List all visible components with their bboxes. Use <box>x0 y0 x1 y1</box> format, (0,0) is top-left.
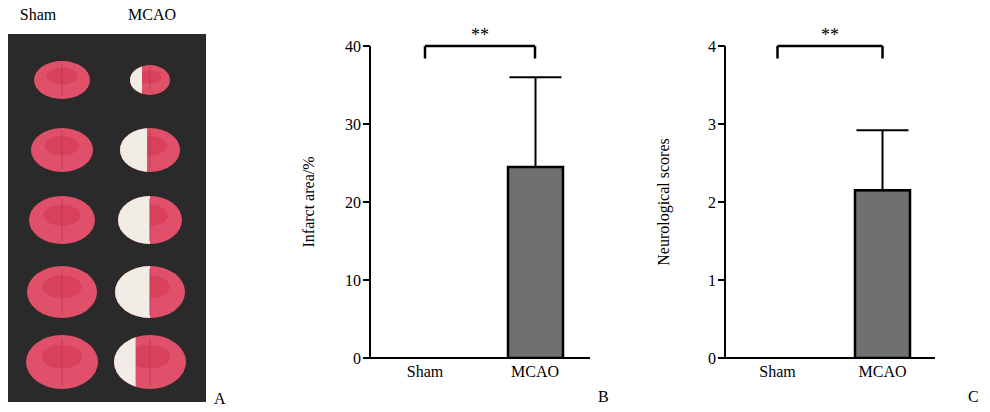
svg-text:MCAO: MCAO <box>858 363 906 380</box>
svg-text:MCAO: MCAO <box>511 363 559 380</box>
svg-text:30: 30 <box>345 116 361 133</box>
html-text:B: B <box>598 388 609 405</box>
svg-text:Neurological scores: Neurological scores <box>655 138 673 266</box>
svg-text:3: 3 <box>708 116 716 133</box>
svg-text:1: 1 <box>708 272 716 289</box>
svg-text:Sham: Sham <box>20 6 57 23</box>
svg-text:0: 0 <box>353 350 361 367</box>
svg-text:**: ** <box>471 25 489 45</box>
svg-text:A: A <box>214 390 226 407</box>
svg-text:Infarct area/%: Infarct area/% <box>300 156 317 247</box>
svg-text:Sham: Sham <box>407 363 444 380</box>
svg-text:2: 2 <box>708 194 716 211</box>
svg-text:MCAO: MCAO <box>128 6 176 23</box>
svg-text:Sham: Sham <box>759 363 796 380</box>
svg-text:**: ** <box>821 25 839 45</box>
svg-text:40: 40 <box>345 38 361 55</box>
svg-text:4: 4 <box>708 38 716 55</box>
svg-text:10: 10 <box>345 272 361 289</box>
html-text:C: C <box>968 388 979 405</box>
svg-text:0: 0 <box>708 350 716 367</box>
svg-text:20: 20 <box>345 194 361 211</box>
